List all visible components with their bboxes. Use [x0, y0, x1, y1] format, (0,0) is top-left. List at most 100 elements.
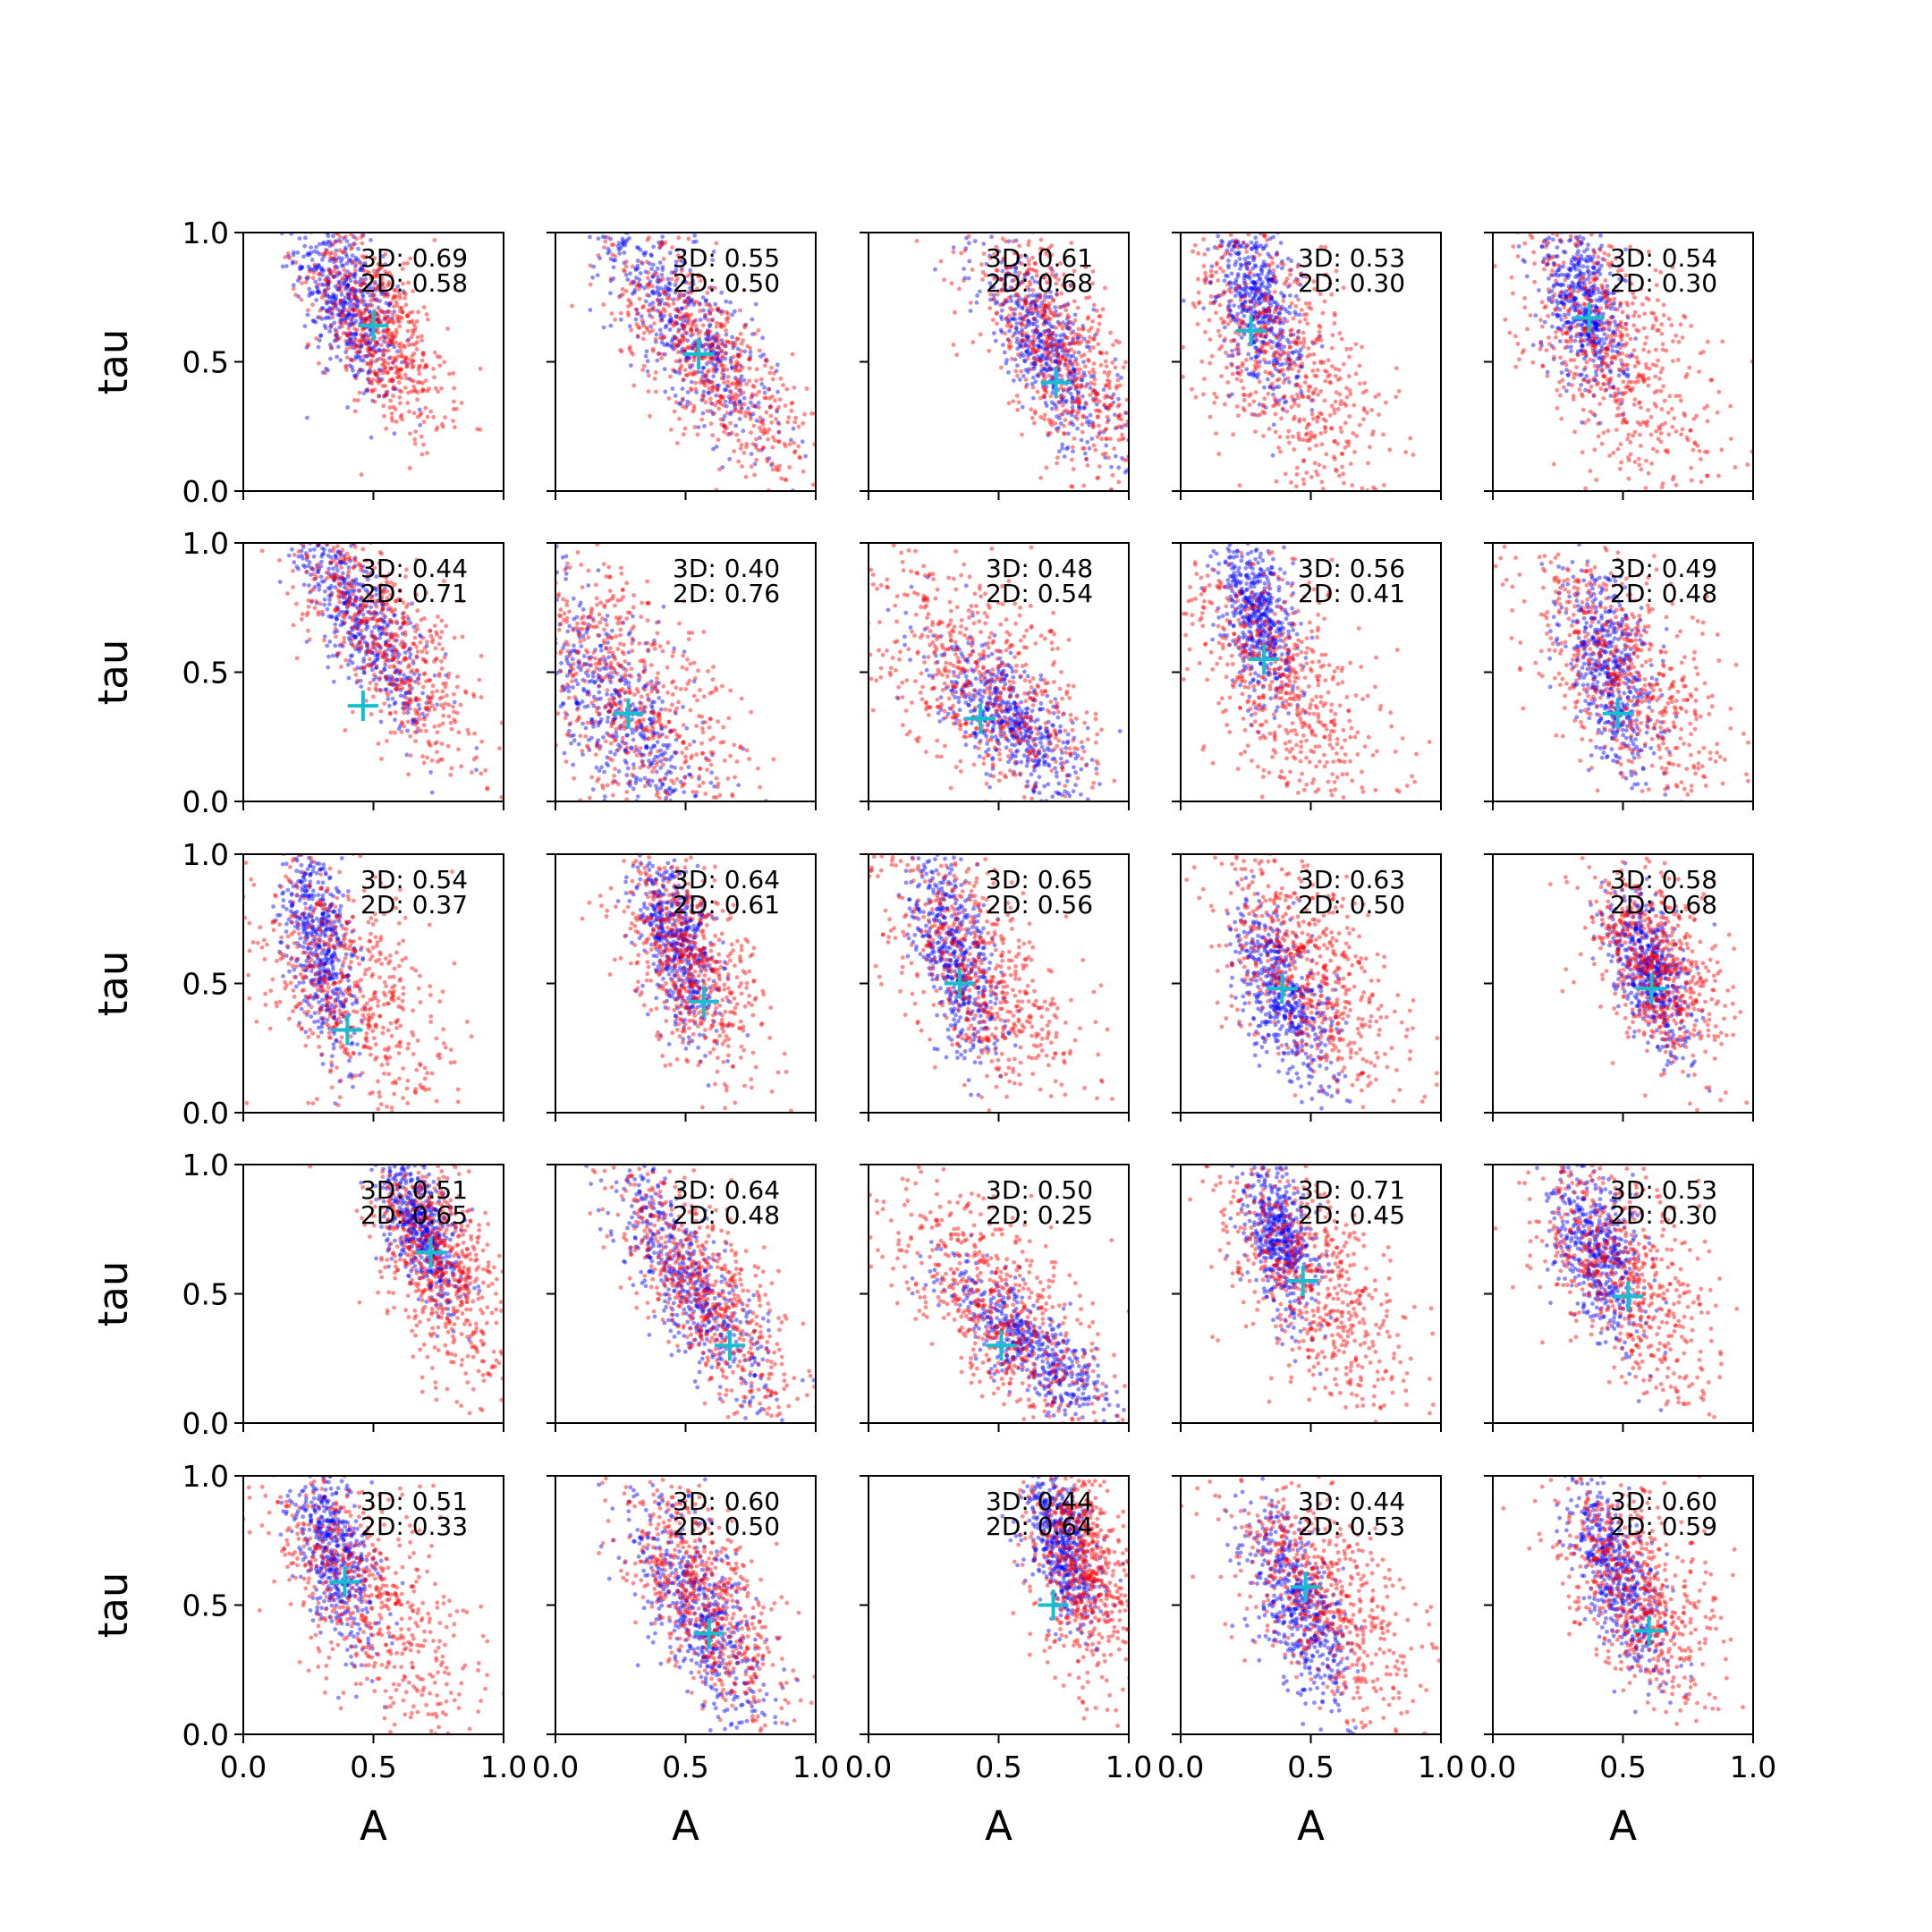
point — [1270, 260, 1275, 266]
point — [364, 283, 369, 288]
point — [760, 418, 766, 423]
point — [1038, 340, 1044, 344]
point — [741, 395, 747, 401]
point — [1251, 256, 1257, 261]
point — [1596, 268, 1601, 274]
point — [320, 370, 326, 375]
point — [1593, 369, 1598, 374]
point — [707, 308, 712, 313]
point — [384, 390, 389, 395]
point — [758, 436, 762, 440]
point — [606, 227, 610, 232]
point — [707, 386, 712, 391]
point — [663, 309, 667, 314]
point — [675, 306, 680, 311]
point — [1576, 281, 1581, 286]
point — [1232, 244, 1237, 250]
point — [733, 423, 739, 428]
point — [1059, 304, 1063, 309]
point — [1065, 411, 1071, 416]
point — [363, 276, 369, 282]
point — [284, 264, 289, 268]
point — [1592, 341, 1597, 346]
point — [1274, 306, 1278, 311]
point — [1216, 452, 1222, 456]
point — [1020, 332, 1025, 337]
point — [1233, 259, 1239, 265]
point — [650, 349, 656, 353]
point — [1257, 313, 1262, 318]
point — [391, 394, 395, 398]
point — [346, 312, 352, 318]
point — [1275, 250, 1280, 255]
point — [1556, 221, 1561, 225]
point — [370, 398, 375, 403]
point — [407, 310, 412, 316]
point — [643, 269, 648, 275]
point — [1012, 277, 1017, 283]
point — [1587, 335, 1592, 339]
point — [734, 432, 740, 437]
point — [1573, 267, 1579, 272]
point — [386, 326, 390, 332]
point — [335, 265, 340, 270]
point — [1275, 360, 1280, 365]
point — [1271, 319, 1275, 325]
point — [1033, 303, 1038, 308]
point — [437, 354, 443, 360]
point — [750, 332, 755, 336]
point — [1034, 273, 1039, 278]
point — [1292, 360, 1297, 365]
point — [1235, 245, 1241, 250]
point — [1218, 266, 1223, 271]
point — [1276, 377, 1282, 382]
point — [1107, 402, 1113, 407]
point — [1544, 262, 1549, 267]
point — [343, 308, 348, 312]
point — [1521, 258, 1526, 263]
point — [1583, 292, 1588, 297]
point — [1103, 359, 1108, 364]
point — [1057, 338, 1063, 343]
point — [634, 307, 640, 312]
point — [384, 393, 388, 397]
point — [1565, 372, 1571, 377]
point — [1288, 272, 1292, 277]
point — [317, 272, 321, 276]
point — [1533, 313, 1538, 318]
point — [1066, 431, 1071, 436]
point — [342, 236, 346, 241]
point — [1106, 455, 1111, 461]
point — [1277, 435, 1283, 439]
point — [312, 249, 317, 254]
point — [1032, 420, 1037, 426]
point — [964, 235, 969, 241]
point — [1013, 265, 1019, 270]
point — [754, 378, 758, 384]
point — [761, 445, 767, 450]
point — [447, 371, 452, 377]
point — [691, 343, 697, 348]
point — [1586, 333, 1591, 338]
point — [1066, 315, 1072, 320]
point — [1287, 358, 1292, 362]
point — [1284, 309, 1290, 314]
point — [1581, 377, 1587, 382]
point — [754, 436, 758, 442]
point — [331, 294, 336, 299]
point — [775, 389, 780, 394]
point — [1323, 273, 1327, 277]
point — [1595, 342, 1599, 346]
point — [1073, 386, 1079, 392]
point — [1555, 267, 1561, 273]
point — [1250, 246, 1254, 251]
point — [1584, 360, 1589, 365]
point — [1572, 284, 1578, 290]
point — [327, 240, 333, 244]
point — [707, 390, 712, 395]
point — [1069, 419, 1074, 425]
point — [716, 342, 721, 347]
point — [1061, 342, 1066, 347]
point — [1038, 415, 1044, 419]
point — [1629, 352, 1634, 357]
